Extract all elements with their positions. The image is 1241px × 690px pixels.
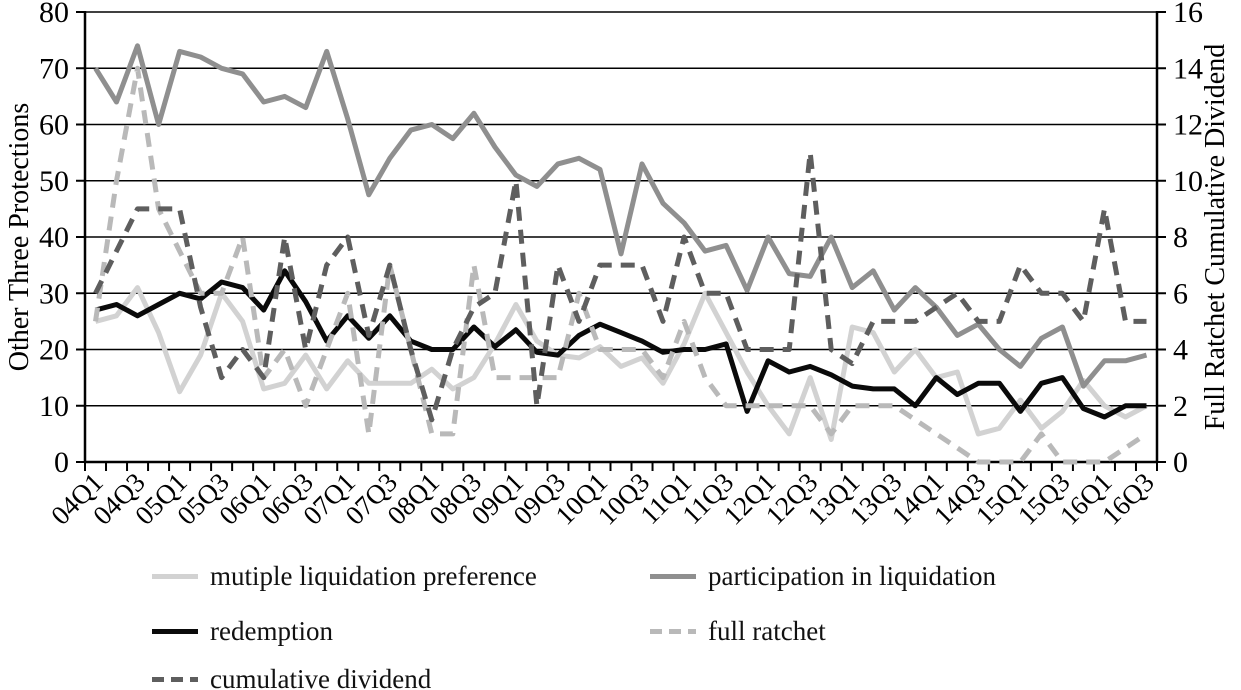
- series-line-cumulative-dividend[interactable]: [93, 150, 1147, 423]
- legend-item-redemption[interactable]: redemption: [152, 618, 333, 645]
- legend-label: full ratchet: [708, 616, 826, 646]
- y-left-tick-label: 80: [39, 0, 69, 29]
- series-line-participation-in-liquidation[interactable]: [93, 43, 1148, 389]
- series-line-redemption[interactable]: [94, 268, 1147, 420]
- y-right-tick-label: 14: [1173, 52, 1203, 85]
- series-line-mutiple-liquidation-preference[interactable]: [94, 285, 1148, 442]
- y-left-tick-label: 20: [39, 334, 69, 367]
- y-right-axis-title: Full Ratchet Cumulative Dividend: [1200, 44, 1231, 431]
- y-left-tick-label: 0: [54, 446, 69, 479]
- y-left-tick-label: 10: [39, 390, 69, 423]
- y-right-tick-label: 6: [1173, 277, 1188, 310]
- legend-item-cumulative-dividend[interactable]: cumulative dividend: [152, 666, 431, 690]
- legend-label: redemption: [210, 616, 333, 646]
- y-left-tick-label: 60: [39, 109, 69, 142]
- legend-label: cumulative dividend: [210, 664, 432, 690]
- y-right-tick-label: 10: [1173, 165, 1203, 198]
- y-right-tick-label: 4: [1173, 334, 1188, 367]
- legend-label: mutiple liquidation preference: [210, 561, 537, 591]
- y-left-axis-title: Other Three Protections: [4, 103, 35, 372]
- legend-item-mutiple-liquidation-preference[interactable]: mutiple liquidation preference: [152, 563, 537, 590]
- y-right-tick-label: 8: [1173, 221, 1188, 254]
- legend-swatch-solid: [152, 629, 198, 634]
- y-left-tick-label: 30: [39, 277, 69, 310]
- legend-swatch-solid: [650, 574, 696, 579]
- legend-swatch-dashed: [650, 629, 696, 634]
- y-left-tick-label: 40: [39, 221, 69, 254]
- y-right-tick-label: 2: [1173, 390, 1188, 423]
- legend-swatch-dashed: [152, 677, 198, 682]
- legend-item-participation-in-liquidation[interactable]: participation in liquidation: [650, 563, 996, 590]
- y-right-tick-label: 0: [1173, 446, 1188, 479]
- legend-item-full-ratchet[interactable]: full ratchet: [650, 618, 826, 645]
- y-left-tick-label: 50: [39, 165, 69, 198]
- line-chart-plot: 01020304050607080024681012141604Q104Q305…: [4, 0, 1231, 531]
- legend-swatch-solid: [152, 574, 198, 579]
- y-right-tick-label: 12: [1173, 109, 1203, 142]
- legend-label: participation in liquidation: [708, 561, 996, 591]
- y-left-tick-label: 70: [39, 52, 69, 85]
- y-right-tick-label: 16: [1173, 0, 1203, 29]
